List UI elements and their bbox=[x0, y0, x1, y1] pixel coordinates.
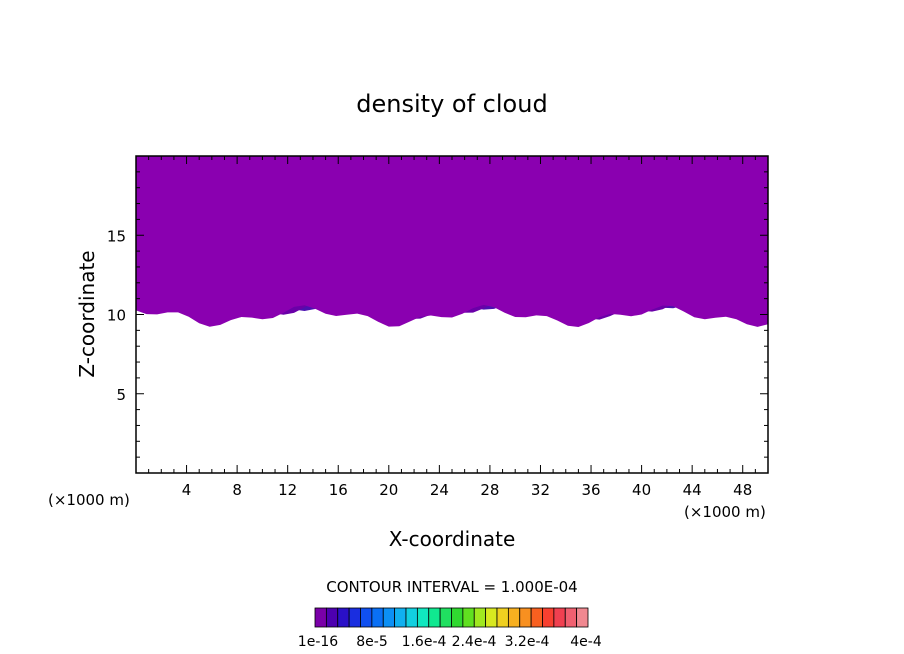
x-tick-label: 8 bbox=[232, 481, 242, 499]
x-tick-label: 20 bbox=[379, 481, 398, 499]
colorbar-swatch bbox=[564, 607, 578, 628]
colorbar-swatch bbox=[553, 607, 566, 628]
x-tick-label: 4 bbox=[182, 481, 192, 499]
colorbar-label: 3.2e-4 bbox=[505, 634, 550, 650]
x-unit-left: (×1000 m) bbox=[48, 491, 130, 509]
x-axis-ticks: 4 8 12 16 20 24 28 32 36 40 44 48 bbox=[148, 156, 756, 499]
contour-interval-label: CONTOUR INTERVAL = 1.000E-04 bbox=[326, 578, 577, 596]
colorbar-swatch bbox=[428, 607, 441, 628]
chart-title: density of cloud bbox=[356, 90, 547, 118]
colorbar-swatch bbox=[325, 607, 339, 628]
y-tick-label: 5 bbox=[116, 386, 126, 404]
colorbar-swatch bbox=[519, 607, 532, 628]
colorbar bbox=[314, 607, 589, 628]
x-unit-right: (×1000 m) bbox=[684, 503, 766, 521]
x-tick-label: 40 bbox=[632, 481, 651, 499]
colorbar-labels: 1e-16 8e-5 1.6e-4 2.4e-4 3.2e-4 4e-4 bbox=[298, 634, 602, 650]
colorbar-swatch bbox=[416, 607, 430, 628]
colorbar-swatch bbox=[485, 607, 498, 628]
colorbar-label: 8e-5 bbox=[356, 634, 387, 650]
colorbar-swatch bbox=[337, 607, 350, 628]
y-tick-label: 15 bbox=[107, 227, 126, 245]
colorbar-swatch bbox=[439, 607, 452, 628]
colorbar-swatch bbox=[530, 607, 543, 628]
x-tick-label: 24 bbox=[430, 481, 449, 499]
colorbar-swatch bbox=[462, 607, 475, 628]
y-tick-label: 10 bbox=[107, 307, 126, 325]
contour-band bbox=[136, 156, 768, 327]
colorbar-label: 2.4e-4 bbox=[452, 634, 497, 650]
x-tick-label: 48 bbox=[733, 481, 752, 499]
colorbar-swatch bbox=[382, 607, 396, 628]
x-tick-label: 36 bbox=[581, 481, 600, 499]
colorbar-swatch bbox=[451, 607, 464, 628]
x-tick-label: 28 bbox=[480, 481, 499, 499]
x-tick-label: 44 bbox=[683, 481, 702, 499]
x-tick-label: 16 bbox=[329, 481, 348, 499]
colorbar-swatch bbox=[507, 607, 521, 628]
colorbar-swatch bbox=[542, 607, 555, 628]
x-tick-label: 12 bbox=[278, 481, 297, 499]
x-tick-label: 32 bbox=[531, 481, 550, 499]
colorbar-swatch bbox=[314, 607, 327, 628]
y-axis-ticks: 5 10 15 bbox=[107, 171, 768, 458]
plot-area bbox=[136, 156, 768, 327]
colorbar-swatch bbox=[394, 607, 407, 628]
colorbar-label: 1e-16 bbox=[298, 634, 338, 650]
colorbar-swatch bbox=[360, 607, 373, 628]
colorbar-label: 4e-4 bbox=[570, 634, 602, 650]
colorbar-label: 1.6e-4 bbox=[402, 634, 447, 650]
colorbar-swatch bbox=[348, 607, 361, 628]
contour-bands bbox=[136, 156, 768, 327]
colorbar-swatch bbox=[371, 607, 384, 628]
colorbar-swatch bbox=[576, 607, 589, 628]
colorbar-swatch bbox=[473, 607, 487, 628]
colorbar-swatch bbox=[405, 607, 418, 628]
colorbar-swatch bbox=[496, 607, 509, 628]
y-axis-label: Z-coordinate bbox=[75, 250, 99, 377]
x-axis-label: X-coordinate bbox=[389, 527, 516, 551]
